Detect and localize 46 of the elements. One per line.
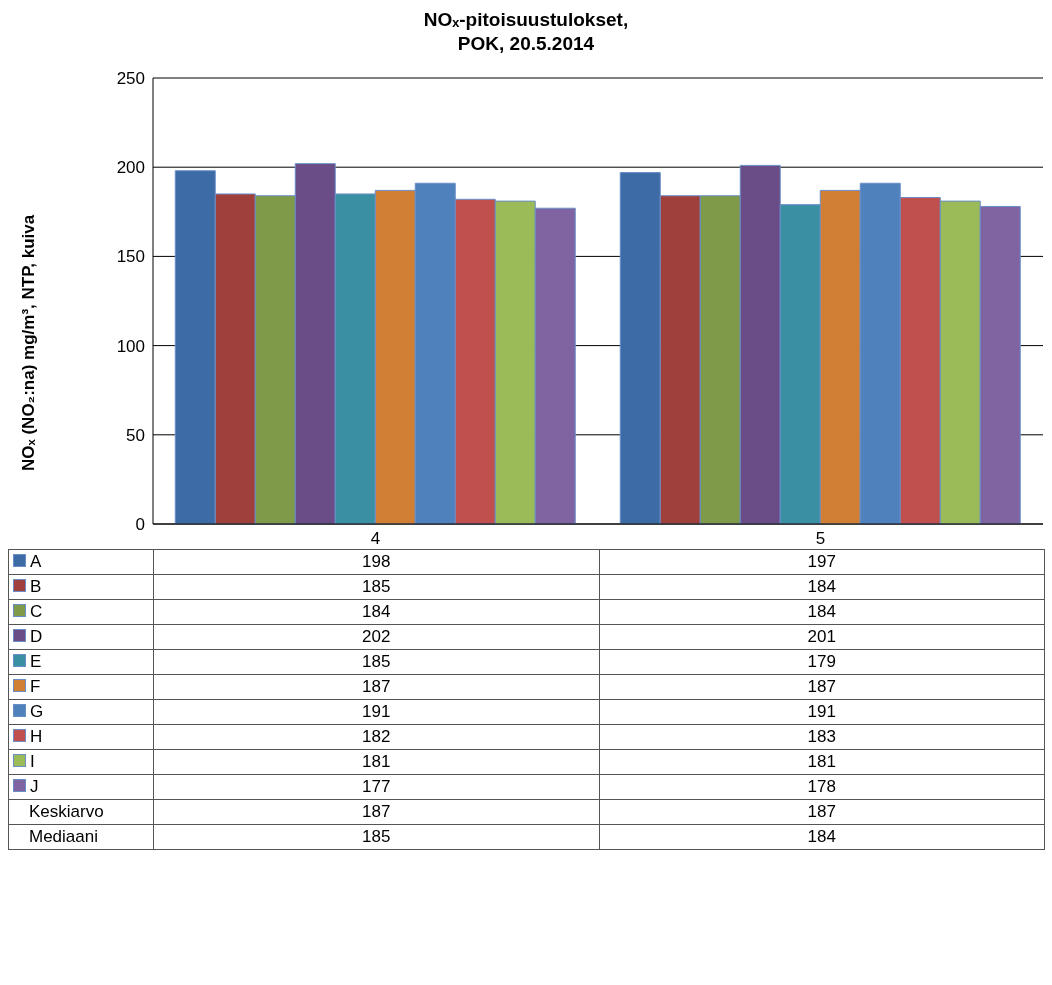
data-label: 177: [153, 774, 599, 800]
text: 187: [599, 799, 1045, 825]
data-label: 179: [599, 649, 1045, 675]
data-label: 184: [153, 599, 599, 625]
x-tick-label: 5: [815, 529, 826, 549]
data-label: 184: [599, 574, 1045, 600]
data-label: 191: [153, 699, 599, 725]
legend-label: B: [8, 574, 154, 600]
data-label: 185: [153, 574, 599, 600]
x-tick-label: 4: [370, 529, 381, 549]
y-tick-label: 0: [135, 515, 145, 535]
data-label: 183: [599, 724, 1045, 750]
data-label: 202: [153, 624, 599, 650]
y-tick-label: 100: [116, 336, 145, 356]
text: 184: [599, 824, 1045, 850]
legend-label: D: [8, 624, 154, 650]
data-label: 182: [153, 724, 599, 750]
legend-label: E: [8, 649, 154, 675]
y-tick-label: 250: [116, 69, 145, 89]
data-label: 201: [599, 624, 1045, 650]
legend-label: I: [8, 749, 154, 775]
text: Mediaani: [8, 824, 154, 850]
data-label: 184: [599, 599, 1045, 625]
legend-label: F: [8, 674, 154, 700]
data-label: 178: [599, 774, 1045, 800]
y-tick-label: 200: [116, 158, 145, 178]
y-tick-label: 150: [116, 247, 145, 267]
text: Keskiarvo: [8, 799, 154, 825]
data-label: 198: [153, 549, 599, 575]
chart-title: NOₓ-pitoisuustulokset, POK, 20.5.2014: [422, 8, 630, 56]
data-label: 185: [153, 649, 599, 675]
legend-label: G: [8, 699, 154, 725]
data-label: 181: [599, 749, 1045, 775]
y-tick-label: 50: [126, 425, 145, 445]
y-axis-title: NOₓ (NO₂:na) mg/m³, NTP, kuiva: [19, 214, 39, 471]
legend-label: A: [8, 549, 154, 575]
legend-label: C: [8, 599, 154, 625]
data-label: 197: [599, 549, 1045, 575]
text: 187: [153, 799, 599, 825]
data-label: 187: [153, 674, 599, 700]
data-label: 181: [153, 749, 599, 775]
text: 185: [153, 824, 599, 850]
legend-label: J: [8, 774, 154, 800]
legend-label: H: [8, 724, 154, 750]
data-label: 191: [599, 699, 1045, 725]
data-label: 187: [599, 674, 1045, 700]
